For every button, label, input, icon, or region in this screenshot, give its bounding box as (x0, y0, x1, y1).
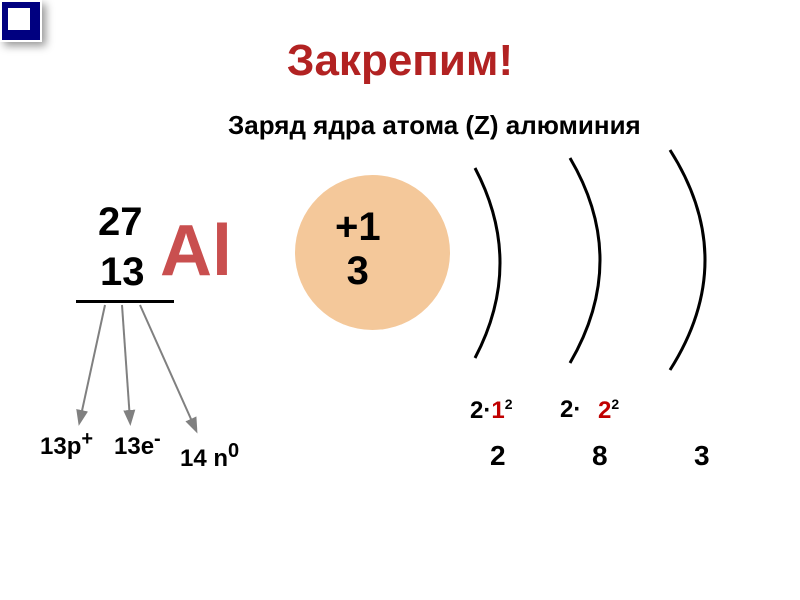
presentation-deco (0, 0, 42, 42)
element-symbol: Al (160, 210, 232, 292)
shell-config-2: 2· (560, 396, 581, 424)
atomic-number: 13 (100, 250, 145, 295)
slide-title: Закрепим! (287, 36, 513, 86)
mass-number: 27 (98, 200, 143, 245)
electrons-sup: - (154, 428, 161, 450)
shell-electron-1: 2 (490, 440, 506, 472)
config1-sup: 2 (505, 396, 513, 412)
electrons-label: 13e- (114, 428, 161, 461)
title-text: Закрепим! (287, 36, 513, 85)
shell-config-2b: 22 (598, 396, 619, 425)
charge-line1: +1 (335, 205, 381, 249)
config2-sup: 2 (611, 396, 619, 412)
shell-config-1: 2·12 (470, 396, 513, 425)
nucleus-charge: +1 3 (335, 205, 381, 293)
config2-base: 2· (560, 396, 581, 423)
neutrons-sup: 0 (228, 440, 239, 462)
charge-line2: 3 (347, 249, 369, 293)
electrons-base: 13e (114, 433, 154, 460)
shell-electron-2: 8 (592, 440, 608, 472)
config2-accent: 2 (598, 397, 611, 424)
shell-electron-3: 3 (694, 440, 710, 472)
protons-sup: + (81, 428, 93, 450)
protons-base: 13p (40, 433, 81, 460)
shell-arc-3 (660, 140, 750, 380)
shell-arc-1 (465, 158, 535, 368)
shell-arc-2 (560, 148, 640, 373)
neutrons-label: 14 n0 (180, 440, 239, 473)
config1-base: 2· (470, 397, 491, 424)
config1-accent: 1 (491, 397, 504, 424)
slide-subtitle: Заряд ядра атома (Z) алюминия (228, 110, 641, 141)
neutrons-base: 14 n (180, 445, 228, 472)
arrow-neutrons (130, 300, 220, 440)
protons-label: 13p+ (40, 428, 93, 461)
